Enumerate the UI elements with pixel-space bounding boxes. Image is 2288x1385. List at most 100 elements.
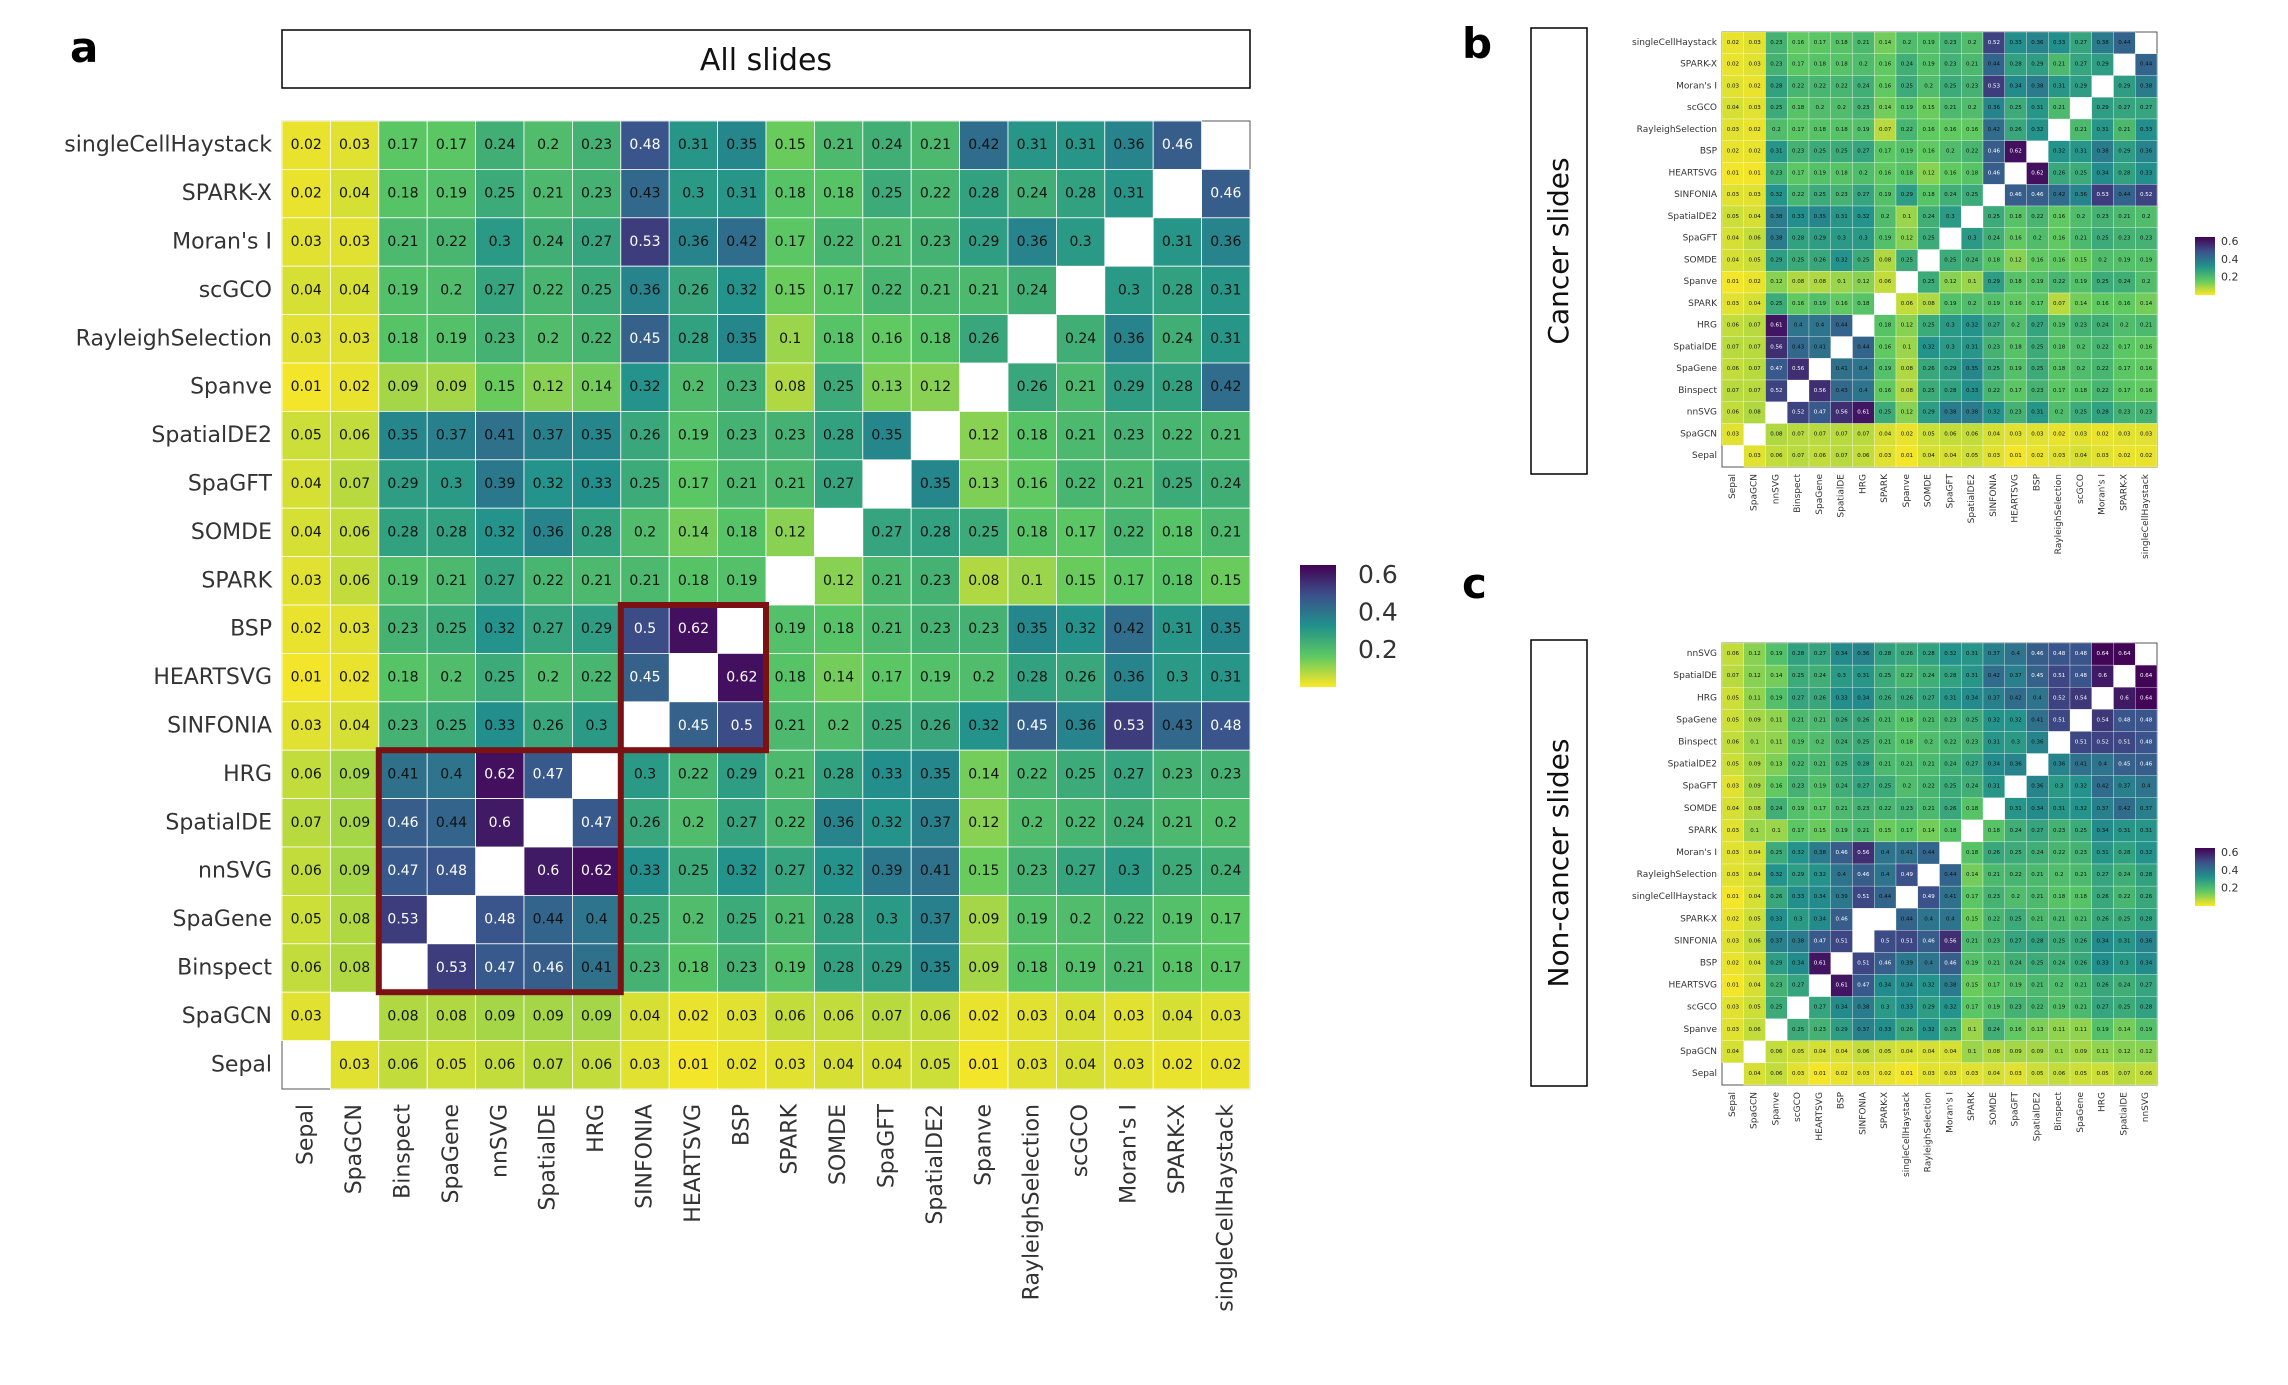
cell-value-label: 0.32 bbox=[1836, 257, 1848, 263]
cell-value-label: 0.27 bbox=[1814, 651, 1827, 657]
cell-value-label: 0.38 bbox=[2097, 149, 2110, 155]
heatmap-cell bbox=[1104, 265, 1154, 316]
cell-value-label: 0.2 bbox=[1903, 40, 1912, 46]
cell-value-label: 0.5 bbox=[731, 718, 753, 734]
cell-value-label: 0.02 bbox=[968, 1008, 999, 1024]
cell-value-label: 0.48 bbox=[629, 137, 660, 153]
cell-value-label: 0.46 bbox=[1162, 137, 1193, 153]
panel-a-x-labels: Sepal SpaGCN Binspect SpaGene nnSVG SpatialDE… bbox=[294, 1103, 1239, 1311]
cell-value-label: 0.2 bbox=[1215, 815, 1237, 831]
cell-value-label: 0.17 bbox=[1814, 40, 1827, 46]
cell-value-label: 0.25 bbox=[1988, 366, 2001, 372]
x-tick-label: SOMDE bbox=[1989, 1092, 1999, 1125]
cell-value-label: 0.16 bbox=[1836, 301, 1849, 307]
cell-value-label: 0.19 bbox=[387, 573, 418, 589]
cell-value-label: 0.4 bbox=[1881, 850, 1890, 856]
cell-value-label: 0.04 bbox=[1065, 1008, 1096, 1024]
x-tick-label: SPARK-X bbox=[2119, 474, 2129, 511]
cell-value-label: 0.07 bbox=[1792, 431, 1805, 437]
cell-value-label: 0.1 bbox=[1750, 739, 1759, 745]
cell-value-label: 0.22 bbox=[1113, 524, 1144, 540]
heatmap-cell bbox=[475, 991, 525, 1042]
heatmap-cell bbox=[717, 895, 767, 945]
cell-value-label: 0.03 bbox=[1727, 127, 1740, 133]
cell-value-label: 0.06 bbox=[1727, 410, 1740, 416]
cell-value-label: 0.23 bbox=[1210, 766, 1241, 782]
cell-value-label: 0.26 bbox=[678, 282, 709, 298]
heatmap-cell bbox=[1104, 749, 1154, 800]
cell-value-label: 0.17 bbox=[2031, 301, 2044, 307]
cell-value-label: 0.25 bbox=[2031, 366, 2044, 372]
cell-value-label: 0.64 bbox=[2140, 695, 2153, 701]
heatmap-cell bbox=[1743, 1018, 1766, 1041]
cell-value-label: 0.01 bbox=[1901, 1071, 1913, 1077]
heatmap-cell bbox=[814, 1040, 864, 1090]
cell-value-label: 0.21 bbox=[2031, 916, 2043, 922]
cell-value-label: 0.03 bbox=[1988, 453, 2001, 459]
cell-value-label: 0.07 bbox=[1836, 453, 1849, 459]
cell-value-label: 0.02 bbox=[1210, 1057, 1241, 1073]
cell-value-label: 0.31 bbox=[1162, 621, 1193, 637]
cell-value-label: 0.02 bbox=[1727, 40, 1739, 46]
cell-value-label: 0.36 bbox=[1988, 105, 2001, 111]
cell-value-label: 0.19 bbox=[1857, 127, 1870, 133]
heatmap-cell bbox=[378, 895, 428, 945]
cell-value-label: 0.04 bbox=[1749, 983, 1762, 989]
cell-value-label: 0.31 bbox=[678, 137, 709, 153]
cell-value-label: 0.19 bbox=[726, 573, 757, 589]
cell-value-label: 0.21 bbox=[823, 137, 854, 153]
cell-value-label: 0.21 bbox=[1879, 739, 1891, 745]
heatmap-cell bbox=[1201, 846, 1251, 896]
cell-value-label: 0.26 bbox=[1988, 850, 2001, 856]
cell-value-label: 0.12 bbox=[1749, 673, 1761, 679]
x-tick-label: SpaGFT bbox=[875, 1103, 900, 1188]
cell-value-label: 0.22 bbox=[436, 234, 467, 250]
cell-value-label: 0.02 bbox=[339, 379, 370, 395]
heatmap-cell bbox=[862, 507, 912, 558]
cell-value-label: 0.25 bbox=[1901, 257, 1914, 263]
y-tick-label: SINFONIA bbox=[167, 714, 272, 739]
cell-value-label: 0.41 bbox=[920, 863, 951, 879]
cell-value-label: 0.52 bbox=[1792, 410, 1804, 416]
cell-value-label: 0.05 bbox=[1727, 695, 1740, 701]
cell-value-label: 0.46 bbox=[1836, 850, 1849, 856]
cell-value-label: 0.47 bbox=[533, 766, 564, 782]
cell-value-label: 0.47 bbox=[1770, 366, 1783, 372]
heatmap-cell bbox=[1104, 991, 1154, 1042]
cell-value-label: 0.23 bbox=[484, 331, 515, 347]
cell-value-label: 0.42 bbox=[2097, 784, 2109, 790]
cell-value-label: 0.03 bbox=[2010, 431, 2023, 437]
cell-value-label: 0.17 bbox=[823, 282, 854, 298]
heatmap-cell bbox=[1056, 410, 1106, 461]
cell-value-label: 0.01 bbox=[1727, 894, 1739, 900]
cell-value-label: 0.26 bbox=[2075, 960, 2088, 966]
panel-b-legend: 0.6 0.4 0.2 bbox=[2195, 235, 2239, 295]
heatmap-cell bbox=[1961, 184, 1984, 207]
cell-value-label: 0.04 bbox=[1944, 453, 1957, 459]
cell-value-label: 0.36 bbox=[2075, 192, 2088, 198]
cell-value-label: 0.2 bbox=[682, 815, 704, 831]
cell-value-label: 0.04 bbox=[871, 1057, 902, 1073]
heatmap-cell bbox=[1056, 1040, 1106, 1090]
panel-b-title: Cancer slides bbox=[1542, 157, 1575, 344]
cell-value-label: 0.34 bbox=[1836, 651, 1849, 657]
cell-value-label: 0.27 bbox=[1065, 863, 1096, 879]
heatmap-cell bbox=[1152, 217, 1202, 267]
cell-value-label: 0.04 bbox=[1727, 1049, 1740, 1055]
heatmap-cell bbox=[717, 798, 767, 848]
panel-a-title: All slides bbox=[700, 43, 832, 78]
cell-value-label: 0.64 bbox=[2097, 651, 2110, 657]
cell-value-label: 0.21 bbox=[629, 573, 660, 589]
y-tick-label: BSP bbox=[1700, 147, 1718, 157]
x-tick-label: SpaGene bbox=[2076, 1092, 2086, 1133]
x-tick-label: SPARK-X bbox=[1165, 1104, 1190, 1194]
heatmap-cell bbox=[2135, 445, 2158, 468]
x-tick-label: HRG bbox=[2098, 1092, 2108, 1112]
cell-value-label: 0.08 bbox=[1988, 1049, 2001, 1055]
heatmap-cell bbox=[1939, 205, 1962, 228]
cell-value-label: 0.46 bbox=[1988, 170, 2001, 176]
cell-value-label: 0.02 bbox=[1727, 149, 1739, 155]
heatmap-cell bbox=[765, 507, 815, 558]
cell-value-label: 0.19 bbox=[436, 186, 467, 202]
cell-value-label: 0.18 bbox=[1017, 428, 1048, 444]
